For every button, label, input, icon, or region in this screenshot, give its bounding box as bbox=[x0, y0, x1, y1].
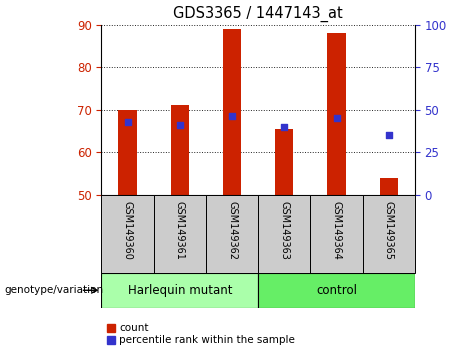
Text: genotype/variation: genotype/variation bbox=[5, 285, 104, 295]
Text: Harlequin mutant: Harlequin mutant bbox=[128, 284, 232, 297]
Bar bbox=[206, 195, 258, 273]
Bar bbox=[327, 33, 346, 195]
Point bbox=[176, 122, 183, 127]
Title: GDS3365 / 1447143_at: GDS3365 / 1447143_at bbox=[173, 6, 343, 22]
Text: control: control bbox=[316, 284, 357, 297]
Text: GSM149365: GSM149365 bbox=[384, 201, 394, 260]
Bar bbox=[275, 129, 293, 195]
Bar bbox=[379, 178, 398, 195]
Bar bbox=[223, 29, 241, 195]
Point bbox=[281, 124, 288, 130]
Text: GSM149363: GSM149363 bbox=[279, 201, 290, 260]
Point bbox=[333, 115, 340, 121]
Bar bbox=[258, 195, 310, 273]
Text: GSM149362: GSM149362 bbox=[227, 201, 237, 260]
Text: GSM149361: GSM149361 bbox=[175, 201, 185, 260]
Bar bbox=[101, 195, 154, 273]
Text: GSM149360: GSM149360 bbox=[123, 201, 133, 260]
Point bbox=[228, 113, 236, 119]
Text: GSM149364: GSM149364 bbox=[331, 201, 342, 260]
Bar bbox=[154, 195, 206, 273]
Bar bbox=[310, 195, 363, 273]
Point bbox=[385, 132, 392, 138]
Legend: count, percentile rank within the sample: count, percentile rank within the sample bbox=[106, 323, 295, 345]
Bar bbox=[171, 105, 189, 195]
Bar bbox=[101, 273, 258, 308]
Bar bbox=[118, 110, 136, 195]
Point bbox=[124, 120, 131, 125]
Bar bbox=[258, 273, 415, 308]
Bar bbox=[363, 195, 415, 273]
